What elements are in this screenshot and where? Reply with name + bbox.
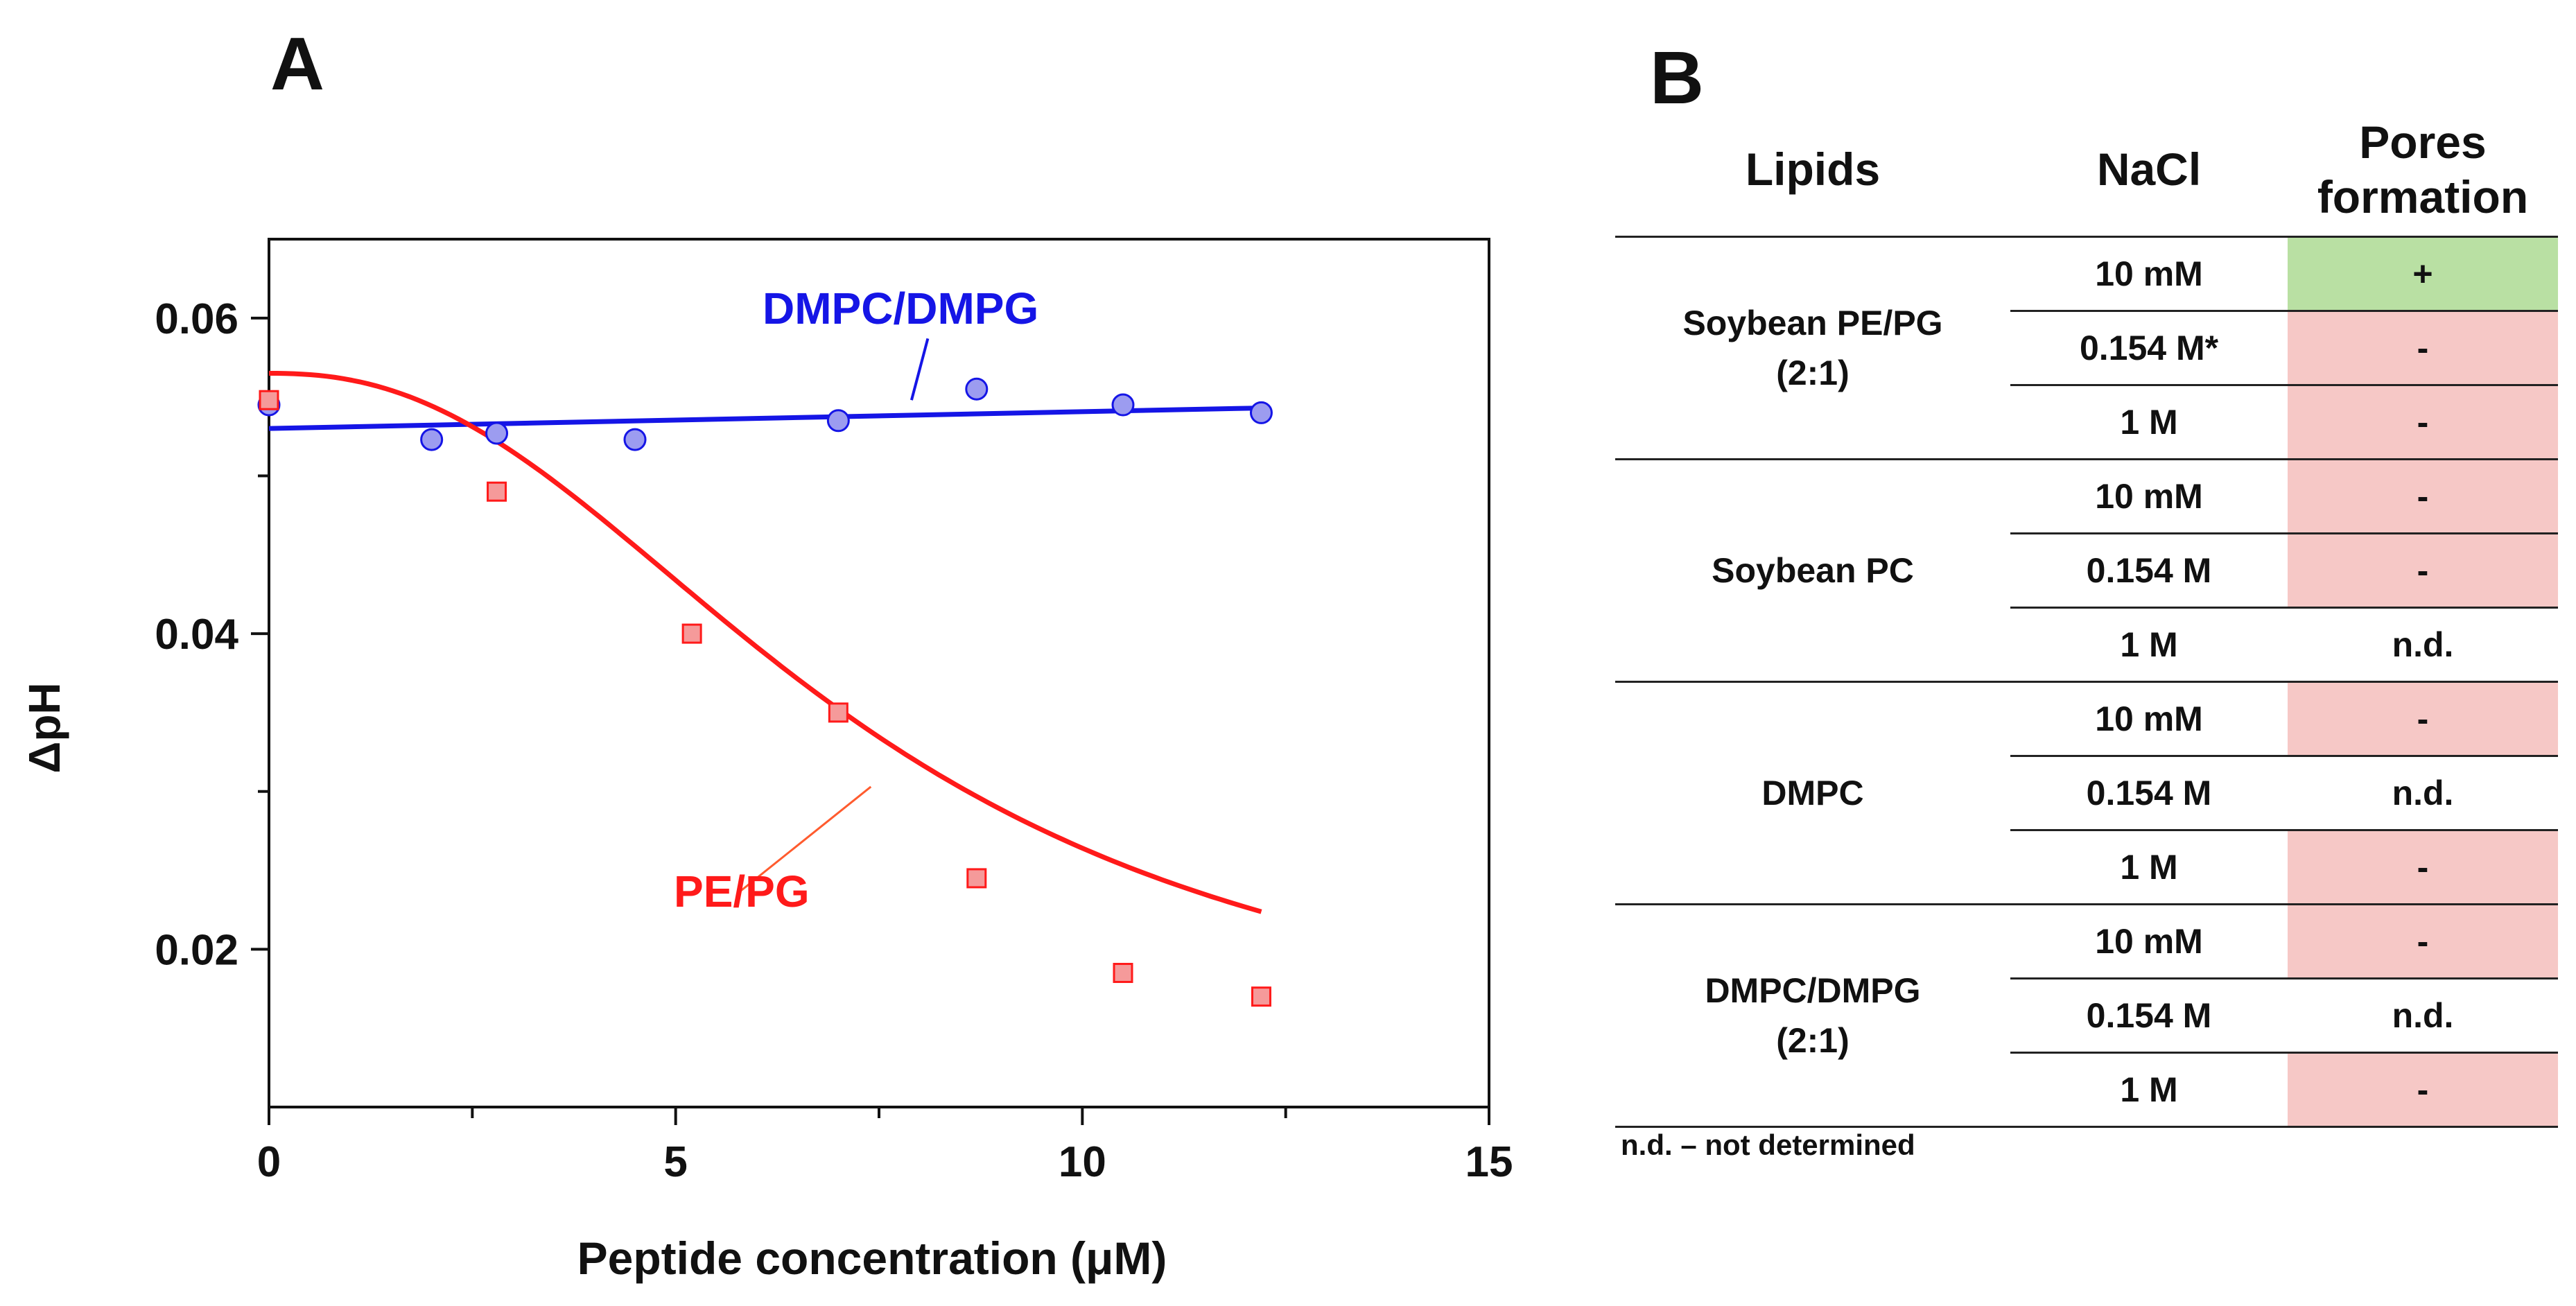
nacl-cell: 1 M [2010,830,2288,905]
lipid-ratio: (2:1) [1776,1021,1850,1060]
nacl-cell: 0.154 M [2010,978,2288,1054]
x-tick-label: 0 [257,1138,281,1186]
lipid-cell: Soybean PE/PG (2:1) [1615,236,2010,460]
table-row: Soybean PC 10 mM - [1615,459,2558,683]
fit-curves [268,371,1262,914]
table-row: 0.154 M* - [1615,311,2558,386]
pe-pg-point [487,481,507,502]
dmpc-dmpg-point [1249,401,1273,424]
nacl-cell: 10 mM [2010,236,2288,312]
dmpc-dmpg-point [420,428,444,451]
chart-panel-a: 0 5 10 15 0.02 0.04 0.06 DMPC/DMPG PE/PG Peptid… [19,238,1513,1284]
nacl-cell: 0.154 M [2010,756,2288,831]
dmpc-dmpg-fit-line [268,406,1262,431]
dmpc-dmpg-point [485,421,509,445]
nacl-cell: 10 mM [2010,459,2288,534]
x-tick-label: 5 [663,1138,687,1186]
lipid-name: Soybean PE/PG [1682,303,1943,342]
data-points [257,377,1273,1007]
table-row: DMPC 10 mM - [1615,681,2558,905]
lipid-cell: DMPC/DMPG (2:1) [1615,904,2010,1128]
pores-cell: - [2288,904,2558,979]
nacl-cell: 0.154 M* [2010,311,2288,386]
lipid-cell: DMPC [1615,681,2010,905]
pe-pg-point [259,390,279,410]
pores-cell: n.d. [2288,607,2558,683]
pores-cell: + [2288,236,2558,312]
table-row: 1 M- [1615,385,2558,460]
pores-cell: n.d. [2288,756,2558,831]
lipid-name: DMPC [1761,773,1864,812]
pores-cell: - [2288,533,2558,609]
y-axis-label: ΔpH [19,682,69,773]
pore-formation-table: Lipids NaCl Pores formation Soybean PE/P… [1615,104,2558,1128]
table-row: 1 M- [1615,1052,2558,1128]
series-annotations: DMPC/DMPG PE/PG [674,284,1038,916]
table-row: Soybean PE/PG (2:1) 10 mM + [1615,236,2558,460]
pe-pg-leader-line [740,785,872,892]
y-tick-label: 0.04 [155,611,238,659]
header-lipids: Lipids [1615,104,2010,238]
pe-pg-fit-curve [269,371,1262,914]
lipid-name: DMPC/DMPG [1705,970,1921,1010]
dmpc-dmpg-annotation: DMPC/DMPG [763,284,1038,333]
table-row: 0.154 M- [1615,533,2558,609]
axis-tick-labels: 0 5 10 15 0.02 0.04 0.06 [155,295,1513,1186]
x-axis-label: Peptide concentration (μM) [577,1233,1167,1284]
x-tick-label: 15 [1465,1138,1513,1186]
pores-cell: - [2288,1052,2558,1128]
pe-pg-annotation: PE/PG [674,867,810,916]
table-footnote: n.d. – not determined [1621,1129,1915,1161]
pe-pg-point [681,623,702,644]
nacl-cell: 1 M [2010,385,2288,460]
panel-b-table-area: Lipids NaCl Pores formation Soybean PE/P… [1615,104,2558,1213]
nacl-cell: 1 M [2010,1052,2288,1128]
pores-cell: - [2288,385,2558,460]
pores-cell: - [2288,830,2558,905]
header-nacl: NaCl [2010,104,2288,238]
y-tick-label: 0.06 [155,295,238,343]
lipid-name: Soybean PC [1712,550,1914,590]
nacl-cell: 10 mM [2010,681,2288,757]
pores-cell: n.d. [2288,978,2558,1054]
table-row: 1 M- [1615,830,2558,905]
panel-label-a: A [270,21,324,105]
pe-pg-point [1113,963,1133,984]
dmpc-dmpg-point [965,377,989,401]
dmpc-dmpg-point [623,428,647,451]
nacl-cell: 1 M [2010,607,2288,683]
dmpc-dmpg-leader-line [910,338,930,401]
panel-label-b: B [1650,35,1704,119]
pe-pg-point [966,868,987,889]
nacl-cell: 10 mM [2010,904,2288,979]
header-pores-line1: Pores [2359,116,2487,168]
plot-frame [268,238,1490,1108]
table-header-row: Lipids NaCl Pores formation [1615,104,2558,238]
lipid-cell: Soybean PC [1615,459,2010,683]
x-tick-label: 10 [1059,1138,1106,1186]
pe-pg-point [1251,986,1271,1007]
axis-ticks [251,316,1490,1125]
dmpc-dmpg-point [826,409,850,433]
pores-cell: - [2288,681,2558,757]
y-tick-label: 0.02 [155,926,238,974]
plot-frame-rect [268,238,1490,1108]
header-pores: Pores formation [2288,104,2558,238]
nacl-cell: 0.154 M [2010,533,2288,609]
lipid-ratio: (2:1) [1776,354,1850,392]
pe-pg-point [828,702,848,723]
dmpc-dmpg-point [1111,393,1135,417]
pores-cell: - [2288,459,2558,534]
table-row: DMPC/DMPG (2:1) 10 mM - [1615,904,2558,1128]
pores-cell: - [2288,311,2558,386]
header-pores-line2: formation [2317,171,2529,223]
